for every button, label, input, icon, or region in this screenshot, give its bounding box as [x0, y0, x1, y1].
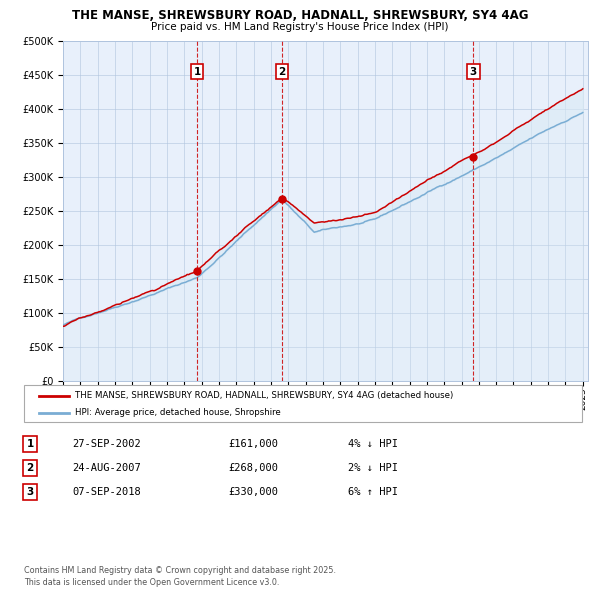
Text: 2: 2: [26, 463, 34, 473]
Text: THE MANSE, SHREWSBURY ROAD, HADNALL, SHREWSBURY, SY4 4AG: THE MANSE, SHREWSBURY ROAD, HADNALL, SHR…: [72, 9, 528, 22]
Text: 07-SEP-2018: 07-SEP-2018: [72, 487, 141, 497]
Text: THE MANSE, SHREWSBURY ROAD, HADNALL, SHREWSBURY, SY4 4AG (detached house): THE MANSE, SHREWSBURY ROAD, HADNALL, SHR…: [75, 391, 453, 400]
Text: 2% ↓ HPI: 2% ↓ HPI: [348, 463, 398, 473]
Text: Price paid vs. HM Land Registry's House Price Index (HPI): Price paid vs. HM Land Registry's House …: [151, 22, 449, 32]
Text: Contains HM Land Registry data © Crown copyright and database right 2025.
This d: Contains HM Land Registry data © Crown c…: [24, 566, 336, 587]
Text: £330,000: £330,000: [228, 487, 278, 497]
Text: HPI: Average price, detached house, Shropshire: HPI: Average price, detached house, Shro…: [75, 408, 281, 417]
Text: £161,000: £161,000: [228, 439, 278, 448]
Text: 3: 3: [26, 487, 34, 497]
Text: 24-AUG-2007: 24-AUG-2007: [72, 463, 141, 473]
Text: 27-SEP-2002: 27-SEP-2002: [72, 439, 141, 448]
Text: 1: 1: [26, 439, 34, 448]
Text: £268,000: £268,000: [228, 463, 278, 473]
Text: 6% ↑ HPI: 6% ↑ HPI: [348, 487, 398, 497]
Text: 3: 3: [470, 67, 477, 77]
Text: 4% ↓ HPI: 4% ↓ HPI: [348, 439, 398, 448]
Text: 1: 1: [193, 67, 201, 77]
Text: 2: 2: [278, 67, 286, 77]
